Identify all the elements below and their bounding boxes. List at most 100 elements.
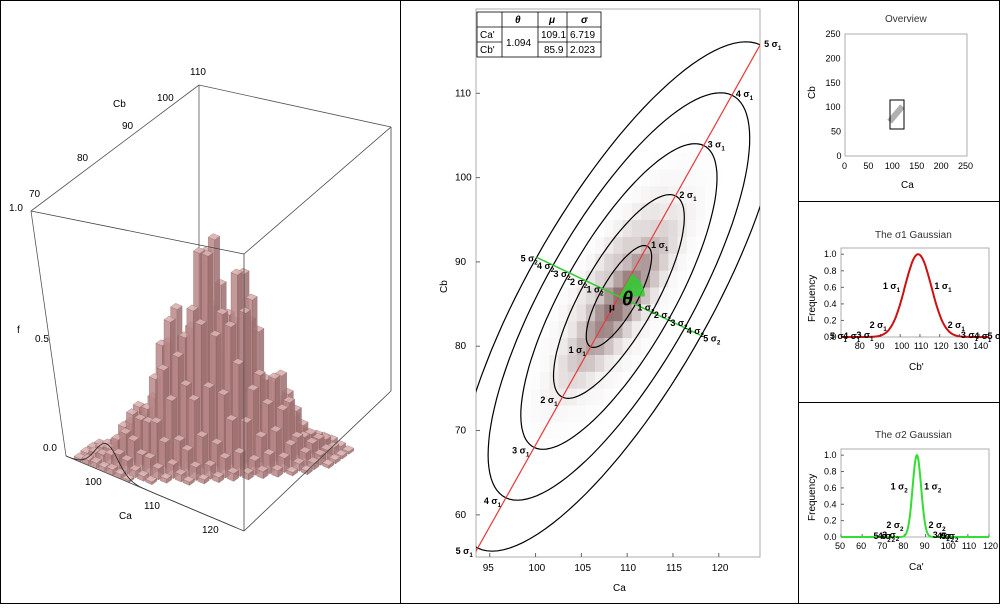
- histogram-bar-top: [269, 425, 282, 433]
- histogram-bar-top: [106, 463, 119, 471]
- panel-sigma1-gaussian: The σ1 Gaussian 80 90 100 110 120 130 140 0.0 0.…: [798, 201, 1000, 403]
- x-tick-label: 110: [962, 541, 976, 551]
- heatmap-cell: [613, 202, 623, 221]
- heatmap-cell: [631, 304, 642, 322]
- heatmap-cell: [640, 202, 651, 221]
- heatmap-cell: [686, 219, 697, 237]
- x-tick-label: 115: [666, 563, 682, 574]
- heatmap-cell: [631, 186, 642, 204]
- sigma2-gaussian-plot[interactable]: The σ2 Gaussian 50 60 70 80 90 100 110 120 0.0 0.…: [799, 403, 999, 603]
- histogram-bar-top: [194, 318, 207, 326]
- panel-overview: Overview 0 0 50 50 100 100 150 150 200 200 250 250 …: [798, 0, 1000, 202]
- y-tick-label: 1.0: [824, 249, 837, 259]
- heatmap-cell: [604, 202, 614, 221]
- parameter-table: θ μ σ Ca' Cb' 1.094 109.1 6.719 85.9 2.0…: [476, 11, 602, 58]
- histogram-bar-top: [173, 434, 186, 442]
- x-tick-label: 90: [920, 541, 930, 551]
- x-tick-label: 110: [914, 341, 928, 351]
- heatmap-cell: [650, 152, 660, 170]
- heatmap-cell: [540, 422, 550, 440]
- histogram-bar-top: [263, 448, 276, 456]
- heatmap-cell: [677, 135, 688, 153]
- heatmap-cell: [558, 287, 568, 305]
- heatmap-cell: [576, 371, 587, 389]
- overview-plot[interactable]: Overview 005050100100150150200200250250 …: [799, 1, 999, 201]
- x-tick-label: 130: [953, 341, 968, 351]
- heatmap-cell: [576, 320, 587, 339]
- heatmap-cell: [585, 388, 596, 406]
- table-cell-theta: 1.094: [506, 38, 531, 49]
- heatmap-cell: [521, 388, 532, 406]
- histogram-bar-top: [224, 320, 237, 328]
- x-tick-label: 70: [877, 541, 887, 551]
- sigma1-label-upper: 4 σ1: [736, 89, 754, 102]
- gaussian-sigma-label-right: 1 σ2: [924, 481, 942, 494]
- overview-y-tick: 250: [826, 29, 841, 39]
- heatmap-cell: [549, 422, 559, 440]
- gaussian-sigma-label-right: 4 σ2: [937, 531, 955, 544]
- heatmap-cell: [604, 287, 614, 305]
- heatmap-cell: [540, 354, 550, 372]
- sigma2-label-right: 3 σ2: [670, 318, 688, 331]
- heatmap-cell: [558, 422, 568, 440]
- heatmap-cell: [567, 304, 578, 322]
- sigma1-label-lower: 1 σ1: [569, 345, 587, 358]
- overview-zoom-box[interactable]: [889, 99, 905, 130]
- heatmap-cell: [622, 202, 633, 221]
- 3d-histogram-plot[interactable]: Cb 110 100 90 80 70 1.0 0.5 0.0 f 100 11…: [1, 1, 400, 603]
- heatmap-cell: [576, 337, 587, 355]
- heatmap-cell: [567, 337, 578, 355]
- histogram-bar-top: [135, 448, 148, 456]
- overview-x-label: Ca: [901, 180, 914, 191]
- gaussian1-frame: [840, 247, 990, 338]
- histogram-bar-top: [174, 468, 187, 476]
- heatmap-cell: [576, 405, 587, 423]
- sigma1-gaussian-plot[interactable]: The σ1 Gaussian 80 90 100 110 120 130 140 0.0 0.…: [799, 202, 1000, 402]
- sigma2-label-left: 2 σ2: [570, 277, 588, 290]
- heatmap-cell: [640, 320, 651, 339]
- heatmap-cell: [540, 371, 550, 389]
- heatmap-cell: [659, 287, 669, 305]
- overview-x-tick: 100: [885, 161, 900, 171]
- histogram-bar-top: [201, 250, 214, 257]
- histogram-bar-top: [132, 400, 145, 408]
- theta-label: θ: [622, 288, 633, 310]
- heatmap-cell: [677, 152, 688, 170]
- histogram-bar-top: [120, 454, 134, 462]
- gaussian2-x-label: Ca': [909, 562, 924, 573]
- heatmap-cell: [622, 354, 633, 372]
- gaussian1-x-label: Cb': [909, 362, 924, 373]
- x-tick-label: 100: [529, 563, 546, 574]
- histogram-bar-top: [158, 436, 171, 444]
- heatmap-cell: [659, 236, 669, 254]
- sigma1-label-upper: 3 σ1: [708, 140, 726, 153]
- histogram-bar-top: [151, 462, 164, 470]
- sigma1-label-lower: 2 σ1: [540, 395, 558, 408]
- histogram-bar-top: [187, 394, 201, 402]
- x-tick-label: 90: [874, 341, 884, 351]
- histogram-bar-top: [165, 394, 178, 402]
- table-cell-mu: 109.1: [541, 30, 566, 41]
- f-tick: 0.0: [43, 443, 57, 454]
- heatmap-cell: [530, 354, 541, 372]
- table-row-name: Cb': [480, 45, 495, 56]
- overview-frame: [844, 33, 968, 157]
- heatmap-cell: [640, 253, 651, 271]
- heatmap-cell: [668, 169, 678, 187]
- heatmap-cell: [567, 388, 578, 406]
- sigma2-label-right: 2 σ2: [654, 310, 672, 323]
- histogram-bar-top: [215, 308, 229, 315]
- heatmap-cell: [585, 371, 596, 389]
- x-tick-label: 60: [856, 541, 866, 551]
- heatmap-cell: [613, 371, 623, 389]
- heatmap-cell: [585, 287, 596, 305]
- gaussian-sigma-label-right: 1 σ1: [934, 281, 952, 294]
- cb-tick: 80: [77, 153, 89, 164]
- heatmap-cell: [604, 219, 614, 237]
- histogram-bar-top: [268, 372, 281, 380]
- heatmap-cell: [585, 270, 596, 288]
- heatmap-cell: [585, 320, 596, 339]
- heatmap-cell: [631, 236, 642, 254]
- histogram-bar-top: [159, 472, 173, 480]
